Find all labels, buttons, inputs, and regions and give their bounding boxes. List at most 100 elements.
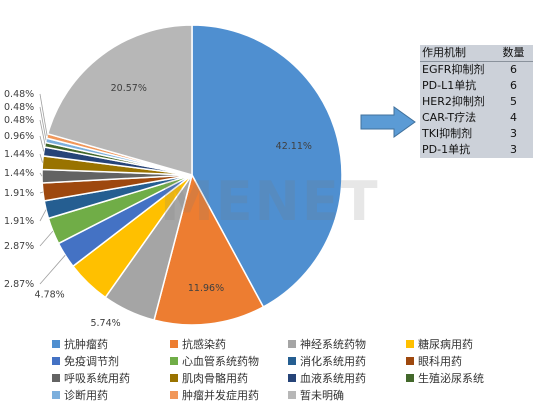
legend-label: 肌肉骨骼用药 (182, 372, 248, 385)
legend-label: 肿瘤并发症用药 (182, 389, 259, 402)
legend-item-14: 暂未明确 (288, 387, 406, 403)
legend-label: 眼科用药 (418, 355, 462, 368)
legend-label: 生殖泌尿系统 (418, 372, 484, 385)
leader-line-9 (39, 153, 43, 163)
legend-swatch (406, 357, 414, 365)
label-leaders (39, 93, 66, 285)
data-label-4: 2.87% (4, 279, 34, 290)
table-header-row: 作用机制 数量 (420, 45, 533, 62)
data-label-13: 0.48% (4, 89, 34, 100)
table-cell-count: 6 (510, 79, 517, 92)
table-row: EGFR抑制剂 6 (420, 62, 533, 79)
data-label-6: 1.91% (4, 216, 34, 227)
legend-label: 消化系统用药 (300, 355, 366, 368)
legend-swatch (170, 374, 178, 382)
pie-slice-1 (153, 172, 265, 326)
table-cell-mechanism: TKI抑制剂 (422, 127, 473, 140)
leader-line-8 (39, 172, 43, 177)
legend-swatch (170, 391, 178, 399)
legend-swatch (288, 340, 296, 348)
legend-label: 抗肿瘤药 (64, 338, 108, 351)
leader-line-4 (39, 254, 66, 285)
legend-label: 糖尿病用药 (418, 338, 473, 351)
legend-swatch (406, 374, 414, 382)
table-row: PD-L1单抗 6 (420, 78, 533, 94)
legend-item-3: 糖尿病用药 (406, 336, 536, 352)
legend-item-2: 神经系统药物 (288, 336, 406, 352)
table-cell-count: 3 (510, 127, 517, 140)
data-label-9: 1.44% (4, 149, 34, 160)
table-cell-mechanism: PD-1单抗 (422, 143, 471, 156)
legend-item-13: 肿瘤并发症用药 (170, 387, 288, 403)
data-label-3: 4.78% (35, 290, 65, 301)
pie-slices (41, 24, 343, 326)
leader-line-5 (39, 230, 54, 247)
legend-item-6: 消化系统用药 (288, 353, 406, 369)
legend-label: 血液系统用药 (300, 372, 366, 385)
table-cell-mechanism: EGFR抑制剂 (422, 63, 485, 76)
legend-label: 心血管系统药物 (182, 355, 259, 368)
legend-item-4: 免疫调节剂 (52, 353, 170, 369)
right-arrow-icon (360, 106, 416, 138)
table-header-mechanism: 作用机制 (422, 46, 466, 59)
data-label-8: 1.44% (4, 168, 34, 179)
legend-swatch (288, 391, 296, 399)
leader-line-10 (39, 135, 45, 152)
table-cell-count: 4 (510, 111, 517, 124)
pie-slice-14 (46, 24, 193, 176)
data-label-5: 2.87% (4, 241, 34, 252)
legend-item-12: 诊断用药 (52, 387, 170, 403)
table-cell-mechanism: HER2抑制剂 (422, 95, 485, 108)
legend-label: 免疫调节剂 (64, 355, 119, 368)
leader-line-6 (39, 209, 47, 222)
legend-item-0: 抗肿瘤药 (52, 336, 170, 352)
table-cell-count: 6 (510, 63, 517, 76)
legend-swatch (52, 357, 60, 365)
legend-item-10: 血液系统用药 (288, 370, 406, 386)
legend-swatch (288, 374, 296, 382)
data-label-0: 42.11% (276, 141, 312, 152)
legend-swatch (170, 340, 178, 348)
legend-item-7: 眼科用药 (406, 353, 536, 369)
leader-line-7 (39, 191, 44, 194)
data-label-14: 20.57% (111, 83, 147, 94)
legend-swatch (406, 340, 414, 348)
table-row: TKI抑制剂 3 (420, 126, 533, 142)
leader-line-12 (39, 106, 47, 141)
data-label-2: 5.74% (90, 318, 120, 329)
legend-swatch (52, 374, 60, 382)
table-header-count: 数量 (502, 46, 525, 59)
legend-label: 神经系统药物 (300, 338, 366, 351)
leader-line-11 (39, 119, 46, 145)
legend-label: 诊断用药 (64, 389, 108, 402)
legend-swatch (170, 357, 178, 365)
legend-swatch (288, 357, 296, 365)
legend-swatch (52, 391, 60, 399)
legend-item-1: 抗感染药 (170, 336, 288, 352)
legend-label: 呼吸系统用药 (64, 372, 130, 385)
table-row: CAR-T疗法 4 (420, 110, 533, 126)
legend-item-5: 心血管系统药物 (170, 353, 288, 369)
legend-label: 抗感染药 (182, 338, 226, 351)
pie-slice-0 (191, 24, 343, 308)
legend-swatch (52, 340, 60, 348)
legend-item-8: 呼吸系统用药 (52, 370, 170, 386)
table-row: PD-1单抗 3 (420, 142, 533, 158)
table-cell-count: 3 (510, 143, 517, 156)
mechanism-table: 作用机制 数量 EGFR抑制剂 6 PD-L1单抗 6 HER2抑制剂 5 CA… (420, 45, 533, 158)
leader-line-13 (39, 93, 48, 137)
table-cell-mechanism: CAR-T疗法 (422, 111, 477, 124)
table-cell-mechanism: PD-L1单抗 (422, 79, 477, 92)
legend-label: 暂未明确 (300, 389, 344, 402)
legend-item-11: 生殖泌尿系统 (406, 370, 536, 386)
table-cell-count: 5 (510, 95, 517, 108)
data-label-10: 0.96% (4, 131, 34, 142)
legend-item-9: 肌肉骨骼用药 (170, 370, 288, 386)
data-label-11: 0.48% (4, 115, 34, 126)
data-labels: 42.11%11.96%5.74%4.78%2.87%2.87%1.91%1.9… (4, 83, 312, 329)
data-label-1: 11.96% (188, 283, 224, 294)
chart-legend: 抗肿瘤药 抗感染药 神经系统药物 糖尿病用药免疫调节剂 心血管系统药物 消化系统用药 眼科用… (52, 336, 552, 403)
data-label-12: 0.48% (4, 102, 34, 113)
table-row: HER2抑制剂 5 (420, 94, 533, 110)
